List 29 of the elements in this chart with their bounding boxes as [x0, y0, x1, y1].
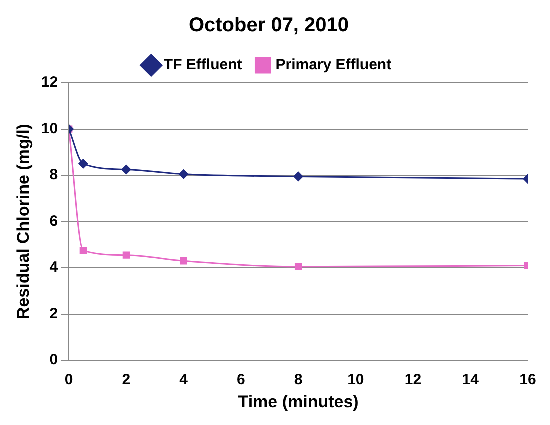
x-tick-label: 10: [348, 372, 364, 389]
point: [179, 170, 189, 180]
legend-label: Primary Effluent: [276, 56, 392, 74]
x-tick-label: 0: [64, 372, 74, 389]
y-tick-label: 4: [50, 259, 59, 276]
point: [78, 159, 88, 169]
x-tick-label: 12: [404, 372, 422, 389]
x-tick-label: 14: [462, 372, 480, 389]
point: [122, 165, 132, 174]
point: [294, 172, 304, 182]
point: [294, 263, 302, 270]
x-tick-label: 2: [122, 372, 131, 389]
x-tick-label: 16: [520, 372, 536, 389]
x-tick-label: 4: [180, 372, 189, 389]
point: [180, 258, 188, 265]
y-tick-label: 2: [50, 305, 58, 322]
point: [80, 247, 88, 254]
legend-label: TF Effluent: [164, 56, 242, 74]
x-axis-title: Time (minutes): [238, 392, 359, 412]
y-tick-label: 6: [50, 212, 58, 230]
y-tick-label: 10: [41, 120, 58, 138]
x-tick-label: 6: [237, 372, 246, 389]
y-tick-label: 12: [41, 74, 58, 92]
x-tick-label: 8: [294, 372, 303, 389]
chart-title: October 07, 2010: [188, 14, 350, 37]
y-tick-label: 8: [50, 166, 58, 184]
point: [122, 252, 130, 259]
y-axis-title: Residual Chlorine (mg/l): [14, 124, 33, 320]
y-tick-label: 0: [50, 352, 58, 369]
